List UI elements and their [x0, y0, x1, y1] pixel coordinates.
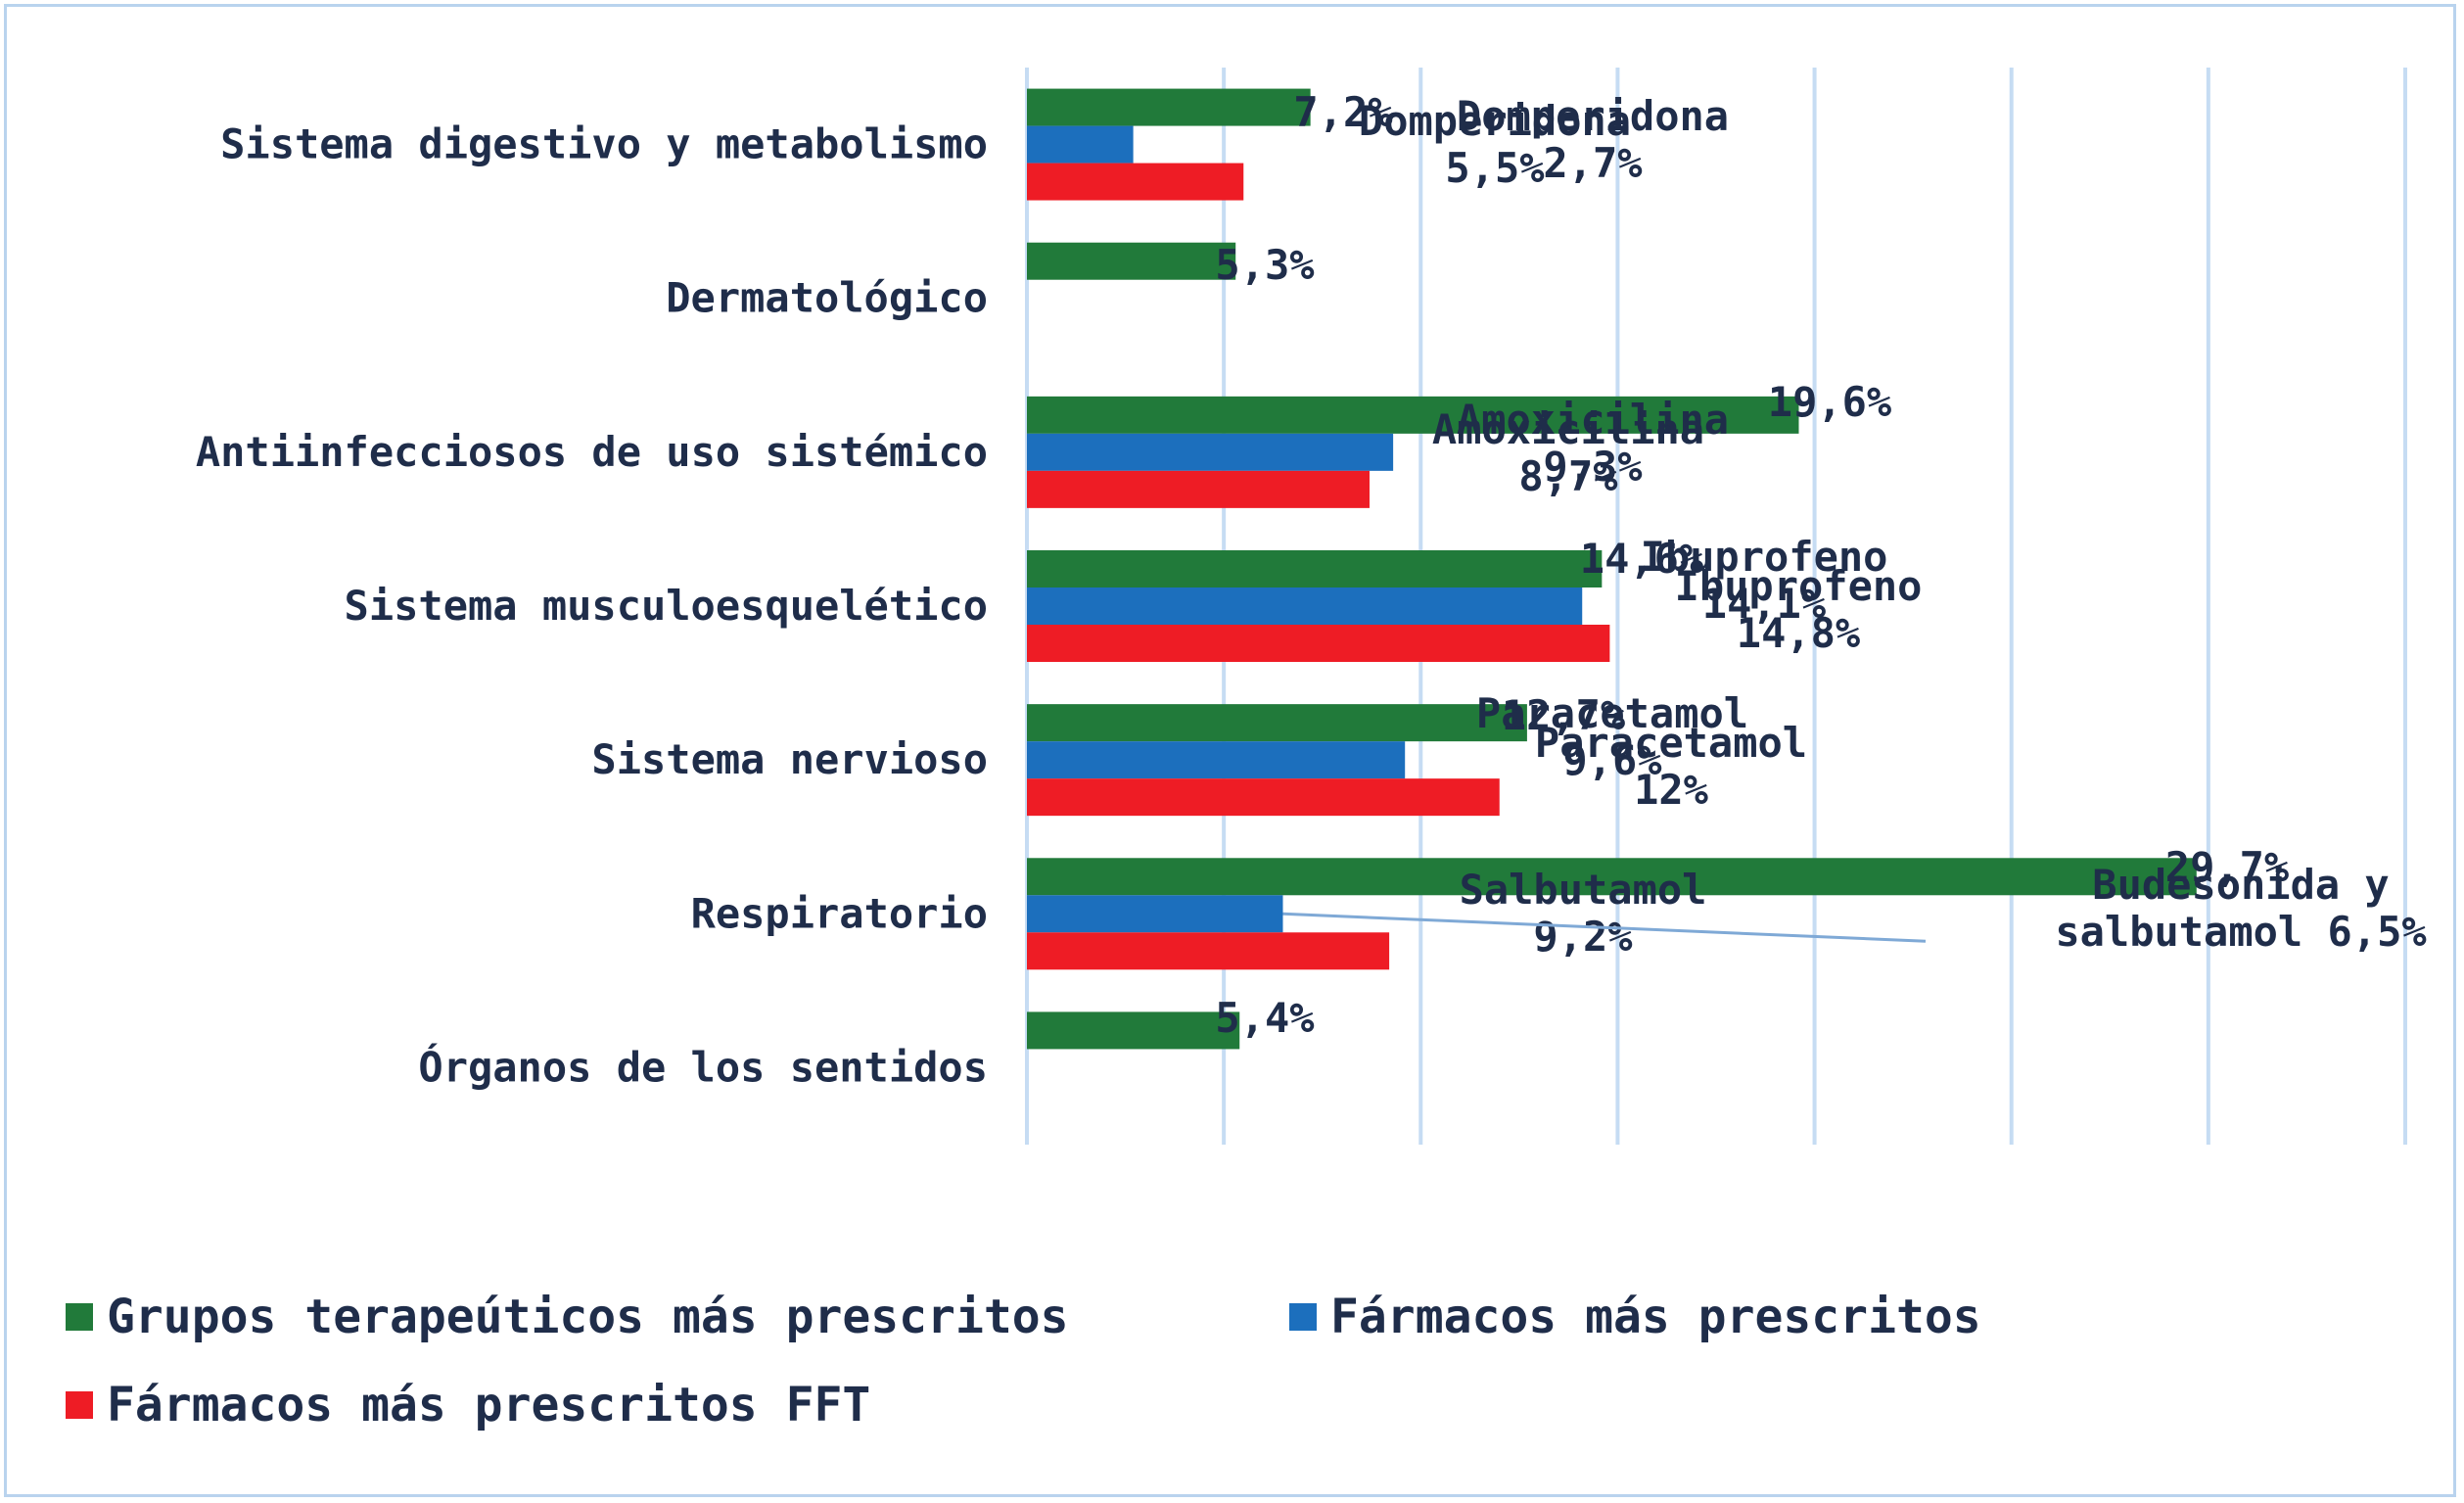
- legend-swatch-red: [66, 1391, 93, 1419]
- legend-item-series-1: Fármacos más prescritos: [1289, 1290, 1981, 1344]
- data-label: 5,3%: [1215, 241, 1314, 289]
- legend-label: Grupos terapeúticos más prescritos: [107, 1290, 1069, 1344]
- bar-drug-fft: [1027, 625, 1610, 662]
- chart-frame: Sistema digestivo y metabolismo Dermatoló…: [4, 4, 2456, 1497]
- bar-group: [1027, 858, 2197, 896]
- bar-group: [1027, 704, 1527, 742]
- bar-chart: Sistema digestivo y metabolismo Dermatoló…: [196, 68, 2427, 1145]
- bar-group: [1027, 1011, 1240, 1050]
- bar-drug-fft: [1027, 470, 1370, 508]
- bar-drug: [1027, 587, 1583, 625]
- legend-swatch-blue: [1289, 1303, 1317, 1331]
- legend-swatch-green: [66, 1303, 93, 1331]
- data-label: Ibuprofeno 14,1%: [1641, 533, 1888, 628]
- bar-group: [1027, 550, 1603, 587]
- data-label: Paracetamol 9,6%: [1476, 689, 1748, 784]
- bar-group: [1027, 242, 1236, 280]
- data-label: 12,7%: [1502, 691, 1625, 739]
- bar-drug-fft: [1027, 932, 1390, 970]
- bar-group: [1027, 88, 1311, 126]
- category-label: Respiratorio: [691, 889, 988, 937]
- data-label: Budesonida y salbutamol 6,5%: [2055, 861, 2426, 956]
- category-label: Sistema nervioso: [591, 735, 988, 783]
- data-label: Domperidona 2,7%: [1457, 92, 1729, 187]
- bar-drug: [1027, 125, 1134, 164]
- data-label: 29,7%: [2165, 843, 2289, 891]
- data-label: Amoxicilina 9,3%: [1457, 396, 1729, 491]
- data-label: 14,6%: [1580, 535, 1703, 583]
- category-label: Órganos de los sentidos: [418, 1042, 988, 1091]
- legend-item-series-0: Grupos terapeúticos más prescritos: [66, 1290, 1069, 1344]
- data-label: 5,4%: [1215, 994, 1314, 1042]
- category-label: Sistema digestivo y metabolismo: [220, 120, 988, 168]
- bar-group: [1027, 396, 1799, 434]
- legend-item-series-2: Fármacos más prescritos FFT: [66, 1378, 870, 1433]
- data-label: 19,6%: [1768, 378, 1891, 426]
- data-label: Amoxicilina 8,7%: [1432, 405, 1704, 500]
- data-label: Domperidona 5,5%: [1359, 97, 1631, 192]
- bar-drug: [1027, 741, 1406, 779]
- data-label: Paracetamol 12%: [1535, 719, 1807, 814]
- legend-label: Fármacos más prescritos FFT: [107, 1378, 871, 1433]
- bar-drug: [1027, 895, 1283, 933]
- bar-drug-fft: [1027, 163, 1244, 201]
- data-label: Salbutamol 9,2%: [1460, 866, 1707, 961]
- category-label: Antiinfecciosos de uso sistémico: [196, 428, 988, 476]
- bar-drug-fft: [1027, 778, 1500, 817]
- data-label: Ibuprofeno 14,8%: [1675, 562, 1923, 657]
- category-label: Dermatológico: [666, 274, 988, 322]
- legend-label: Fármacos más prescritos: [1330, 1290, 1981, 1344]
- bar-drug: [1027, 433, 1394, 471]
- category-label: Sistema musculoesquelético: [345, 582, 988, 630]
- data-label: 7,2%: [1293, 88, 1392, 136]
- leader-line: [1282, 912, 1927, 943]
